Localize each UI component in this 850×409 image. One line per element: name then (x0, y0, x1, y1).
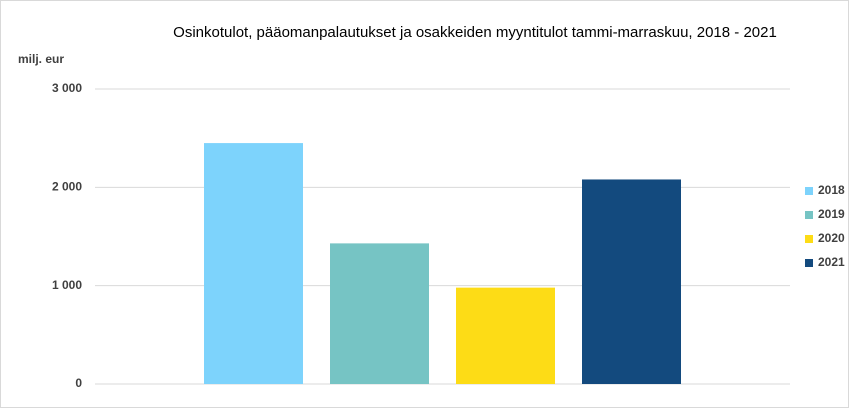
legend-swatch (805, 259, 813, 267)
chart-title: Osinkotulot, pääomanpalautukset ja osakk… (173, 24, 777, 41)
legend-swatch (805, 235, 813, 243)
y-tick-label: 2 000 (52, 180, 82, 194)
bar (456, 287, 555, 384)
legend-label: 2019 (818, 207, 845, 221)
legend-label: 2018 (818, 183, 845, 197)
legend-swatch (805, 211, 813, 219)
bar (330, 243, 429, 384)
y-tick-label: 0 (75, 376, 82, 390)
y-tick-label: 1 000 (52, 278, 82, 292)
legend-label: 2020 (818, 231, 845, 245)
y-tick-label: 3 000 (52, 81, 82, 95)
bar (582, 179, 681, 384)
legend-swatch (805, 187, 813, 195)
bar (204, 143, 303, 384)
y-axis-label: milj. eur (18, 52, 64, 66)
legend-label: 2021 (818, 255, 845, 269)
